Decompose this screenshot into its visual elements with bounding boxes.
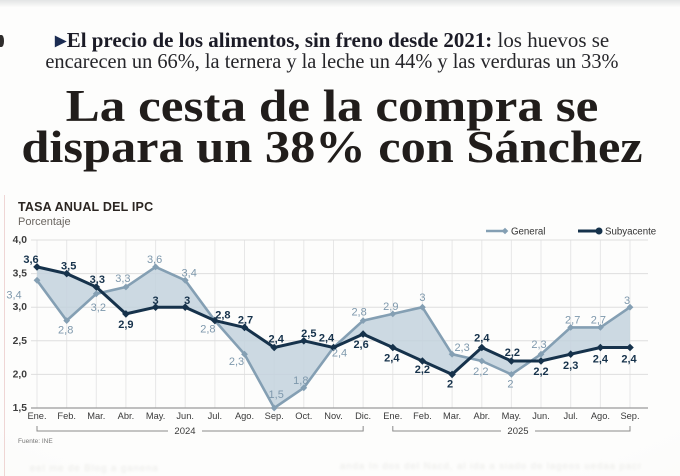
svg-text:Subyacente: Subyacente <box>605 227 656 238</box>
svg-text:May.: May. <box>502 411 521 421</box>
svg-text:2,6: 2,6 <box>353 339 368 351</box>
svg-text:Feb.: Feb. <box>57 411 76 421</box>
svg-text:2,3: 2,3 <box>454 342 469 354</box>
svg-text:Ago.: Ago. <box>591 411 610 421</box>
svg-text:2,8: 2,8 <box>58 325 73 337</box>
svg-text:3: 3 <box>419 292 425 304</box>
svg-text:2025: 2025 <box>507 426 528 437</box>
svg-text:3,2: 3,2 <box>91 302 106 314</box>
svg-text:2,9: 2,9 <box>383 301 398 313</box>
svg-text:3,6: 3,6 <box>147 254 162 266</box>
svg-text:2,4: 2,4 <box>593 354 609 366</box>
svg-text:Sep.: Sep. <box>265 411 284 421</box>
svg-text:2,4: 2,4 <box>621 354 637 366</box>
svg-text:3,3: 3,3 <box>90 274 105 286</box>
svg-text:Mar.: Mar. <box>443 411 461 421</box>
svg-text:2,7: 2,7 <box>565 314 580 326</box>
svg-text:2,2: 2,2 <box>473 366 488 378</box>
svg-text:1,8: 1,8 <box>293 375 308 387</box>
svg-text:Jun.: Jun. <box>176 411 194 421</box>
svg-text:Mar.: Mar. <box>87 411 105 421</box>
svg-text:3: 3 <box>153 295 159 307</box>
svg-text:2: 2 <box>507 378 513 390</box>
svg-text:2,4: 2,4 <box>332 348 347 360</box>
svg-text:2,0: 2,0 <box>13 369 28 380</box>
svg-text:Jun.: Jun. <box>532 411 550 421</box>
svg-text:TASA ANUAL DEL IPC: TASA ANUAL DEL IPC <box>18 200 153 214</box>
svg-text:3,3: 3,3 <box>115 273 130 285</box>
svg-text:General: General <box>511 227 545 238</box>
svg-text:3,4: 3,4 <box>6 289 21 301</box>
svg-text:4,0: 4,0 <box>13 235 28 246</box>
svg-text:3,6: 3,6 <box>23 254 38 266</box>
svg-text:2,8: 2,8 <box>200 324 215 336</box>
svg-text:2,2: 2,2 <box>533 366 548 378</box>
svg-text:2,8: 2,8 <box>215 310 230 322</box>
svg-text:2,5: 2,5 <box>13 336 28 347</box>
svg-text:Fuente: INE: Fuente: INE <box>18 438 53 445</box>
svg-text:Oct.: Oct. <box>295 411 312 421</box>
svg-text:3: 3 <box>184 295 190 307</box>
svg-text:Jul.: Jul. <box>208 411 222 421</box>
svg-text:3,4: 3,4 <box>182 267 197 279</box>
svg-text:Abr.: Abr. <box>474 411 491 421</box>
svg-text:2,4: 2,4 <box>319 333 335 345</box>
svg-text:Ago.: Ago. <box>235 411 254 421</box>
svg-text:2,9: 2,9 <box>118 319 133 331</box>
svg-text:2,3: 2,3 <box>531 339 546 351</box>
svg-text:Nov.: Nov. <box>324 411 342 421</box>
svg-text:2,3: 2,3 <box>229 356 244 368</box>
svg-text:3,0: 3,0 <box>13 302 28 313</box>
svg-text:2,5: 2,5 <box>301 328 316 340</box>
svg-text:2,8: 2,8 <box>351 307 366 319</box>
svg-text:Ene.: Ene. <box>383 411 402 421</box>
svg-text:2,2: 2,2 <box>415 364 430 376</box>
svg-text:2,4: 2,4 <box>384 353 400 365</box>
svg-text:2,4: 2,4 <box>269 334 285 346</box>
svg-text:Jul.: Jul. <box>563 411 577 421</box>
svg-text:1,5: 1,5 <box>269 389 284 401</box>
svg-text:3,5: 3,5 <box>61 261 76 273</box>
svg-text:1,5: 1,5 <box>13 403 28 414</box>
svg-text:3: 3 <box>624 295 630 307</box>
svg-text:2,3: 2,3 <box>563 360 578 372</box>
svg-text:2,7: 2,7 <box>238 314 253 326</box>
svg-text:2,2: 2,2 <box>505 347 520 359</box>
svg-text:May.: May. <box>146 411 165 421</box>
svg-text:2,4: 2,4 <box>474 333 490 345</box>
svg-text:Feb.: Feb. <box>413 411 432 421</box>
svg-text:2024: 2024 <box>174 426 195 437</box>
svg-text:2: 2 <box>447 378 453 390</box>
svg-text:Ene.: Ene. <box>27 411 46 421</box>
svg-text:Abr.: Abr. <box>118 411 135 421</box>
svg-text:2,7: 2,7 <box>591 314 606 326</box>
svg-text:Porcentaje: Porcentaje <box>18 216 71 228</box>
svg-text:Dic.: Dic. <box>355 411 371 421</box>
svg-text:Sep.: Sep. <box>620 411 639 421</box>
svg-text:3,5: 3,5 <box>13 269 28 280</box>
